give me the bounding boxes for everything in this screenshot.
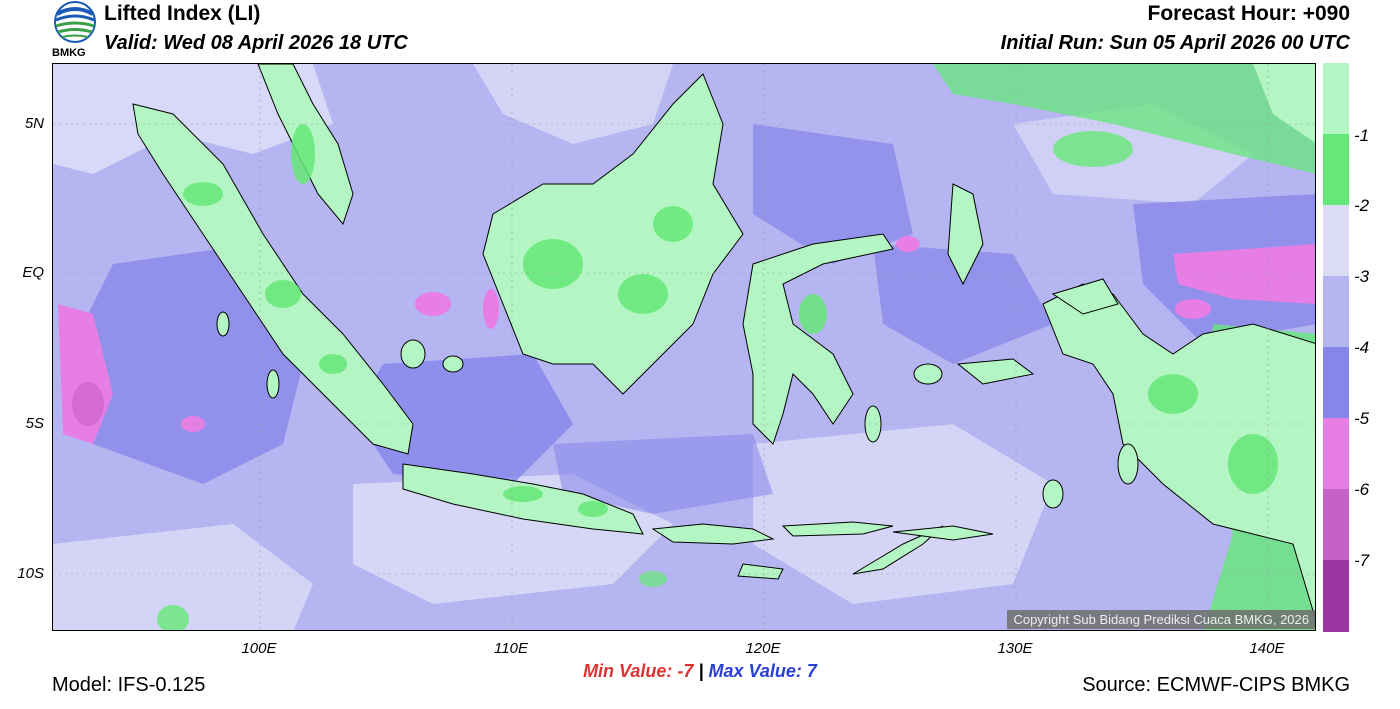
colorbar-label: -3 <box>1354 267 1370 286</box>
min-value: -7 <box>677 661 694 681</box>
colorbar-segment <box>1323 205 1349 277</box>
colorbar-segment <box>1323 63 1349 135</box>
valid-time: Valid: Wed 08 April 2026 18 UTC <box>104 32 408 54</box>
lon-label-100e: 100E <box>241 640 277 657</box>
initial-run: Initial Run: Sun 05 April 2026 00 UTC <box>1000 32 1350 54</box>
lat-label-5s: 5S <box>25 415 44 432</box>
max-value-label: Max Value: <box>708 661 802 681</box>
colorbar-segment <box>1323 134 1349 206</box>
copyright-note: Copyright Sub Bidang Prediksi Cuaca BMKG… <box>1007 610 1315 629</box>
max-value: 7 <box>806 661 817 681</box>
source-label: Source: ECMWF-CIPS BMKG <box>1082 674 1350 696</box>
colorbar-segment <box>1323 489 1349 561</box>
lon-label-120e: 120E <box>745 640 781 657</box>
map-title: Lifted Index (LI) <box>104 2 261 25</box>
stats-separator: | <box>698 661 704 681</box>
lifted-index-map: Copyright Sub Bidang Prediksi Cuaca BMKG… <box>52 63 1316 631</box>
colorbar <box>1323 63 1349 632</box>
logo-text: BMKG <box>52 47 86 59</box>
colorbar-segment <box>1323 418 1349 490</box>
colorbar-label: -2 <box>1354 196 1370 215</box>
colorbar-segment <box>1323 276 1349 348</box>
lon-label-130e: 130E <box>997 640 1033 657</box>
colorbar-segment <box>1323 560 1349 632</box>
map-field <box>53 64 1315 630</box>
colorbar-segment <box>1323 347 1349 419</box>
min-value-label: Min Value: <box>583 661 673 681</box>
model-label: Model: IFS-0.125 <box>52 674 206 696</box>
lat-label-eq: EQ <box>22 264 44 281</box>
lon-label-110e: 110E <box>494 640 528 657</box>
bmkg-logo <box>52 0 98 60</box>
colorbar-label: -6 <box>1354 480 1370 499</box>
colorbar-label: -4 <box>1354 338 1370 357</box>
forecast-hour: Forecast Hour: +090 <box>1147 2 1351 25</box>
lat-label-5n: 5N <box>24 115 44 132</box>
colorbar-label: -1 <box>1354 126 1370 145</box>
colorbar-label: -5 <box>1354 409 1370 428</box>
lat-label-10s: 10S <box>17 565 44 582</box>
lon-label-140e: 140E <box>1249 640 1285 657</box>
min-max-stats: Min Value: -7 | Max Value: 7 <box>0 661 1400 682</box>
colorbar-label: -7 <box>1354 551 1370 570</box>
